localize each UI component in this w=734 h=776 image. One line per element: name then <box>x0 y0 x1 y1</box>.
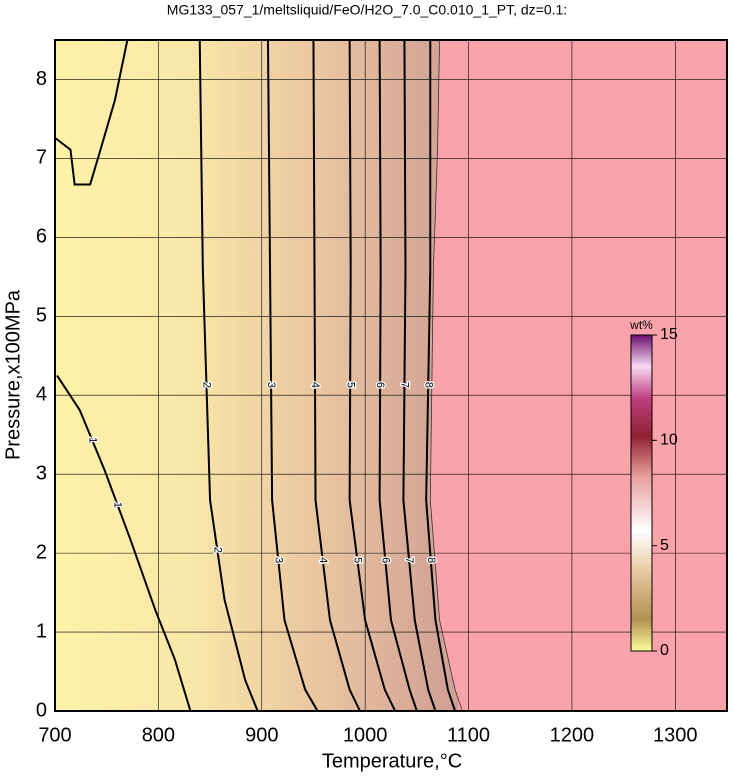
contour-label: 1 <box>112 502 124 508</box>
contour-label: 6 <box>379 557 391 563</box>
contour-label: 5 <box>351 557 363 563</box>
contour-line <box>425 40 457 712</box>
y-tick-label: 4 <box>36 384 47 406</box>
plot-frame <box>54 39 728 712</box>
colorbar-tick-label: 5 <box>660 537 669 554</box>
y-tick-label: 3 <box>36 462 47 484</box>
x-tick-label: 1200 <box>550 724 595 746</box>
contour-label: 4 <box>317 557 329 563</box>
x-tick-label: 800 <box>142 724 175 746</box>
contour-line <box>266 39 319 712</box>
contour-label: 5 <box>344 382 356 388</box>
y-tick-label: 5 <box>36 305 47 327</box>
contour-label: 7 <box>403 557 415 563</box>
y-tick-label: 6 <box>36 226 47 248</box>
colorbar-tick-label: 0 <box>660 642 669 659</box>
y-tick-label: 8 <box>36 68 47 90</box>
chart-title: MG133_057_1/meltsliquid/FeO/H2O_7.0_C0.0… <box>167 2 567 18</box>
colorbar <box>630 334 653 652</box>
contour-line <box>54 39 192 712</box>
contour-label: 7 <box>399 382 411 388</box>
x-tick-label: 1100 <box>447 724 490 746</box>
contour-label: 1 <box>86 437 98 443</box>
contour-line <box>312 39 361 712</box>
x-tick-label: 1000 <box>343 724 388 746</box>
y-tick-label: 1 <box>36 620 47 642</box>
contour-line <box>198 39 259 712</box>
y-tick-label: 0 <box>36 699 47 721</box>
contour-line <box>378 39 418 712</box>
contour-label: 3 <box>272 557 284 563</box>
colorbar-tick-label: 15 <box>660 326 678 343</box>
contour-line <box>402 39 437 712</box>
y-tick-label: 2 <box>36 541 47 563</box>
y-tick-label: 7 <box>36 147 47 169</box>
region-fill <box>429 39 728 712</box>
x-tick-label: 700 <box>38 724 71 746</box>
colorbar-label: wt% <box>629 318 653 332</box>
contour-label: 2 <box>211 547 223 553</box>
contour-line <box>348 39 397 712</box>
x-axis-label: Temperature,°C <box>322 750 462 772</box>
colorbar-tick-label: 10 <box>660 432 678 449</box>
contour-label: 2 <box>201 382 213 388</box>
x-tick-label: 900 <box>245 724 278 746</box>
contour-label: 6 <box>374 382 386 388</box>
x-tick-label: 1300 <box>653 724 698 746</box>
contour-label: 8 <box>422 382 434 388</box>
contour-label: 8 <box>425 557 437 563</box>
contour-label: 4 <box>309 382 321 388</box>
contour-label: 3 <box>265 382 277 388</box>
y-axis-label: Pressure,x100MPa <box>2 289 24 460</box>
